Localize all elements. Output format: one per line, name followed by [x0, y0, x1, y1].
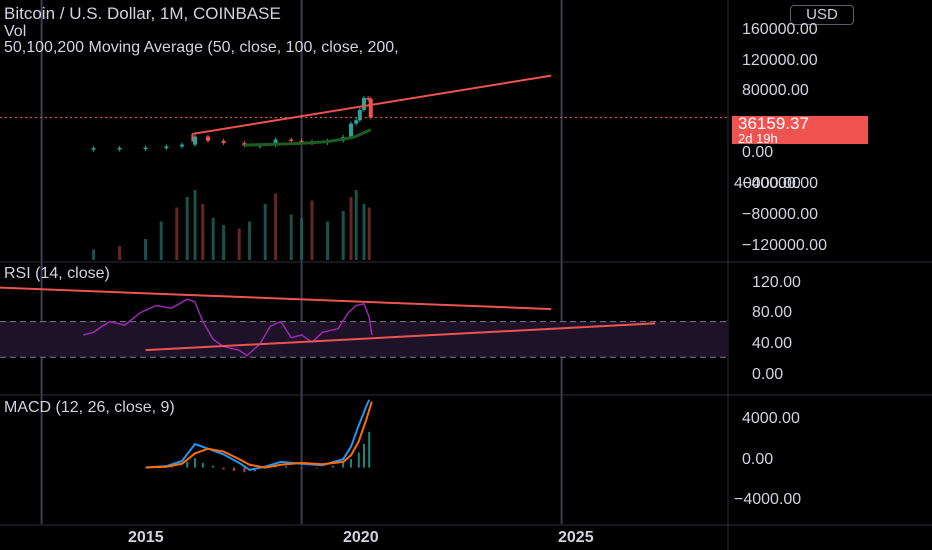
volume-bar — [118, 246, 122, 260]
volume-bar — [341, 211, 345, 260]
macd-line — [145, 399, 371, 471]
macd-histogram-bar — [233, 467, 235, 471]
candle-body — [193, 136, 197, 145]
candle-body — [221, 140, 226, 143]
macd-histogram-bar — [186, 461, 189, 468]
rsi-axis-tick: 120.00 — [752, 274, 801, 291]
price-axis-tick: −120000.00 — [742, 237, 827, 254]
volume-bar — [326, 221, 330, 260]
candle-body — [164, 146, 169, 148]
rsi-axis-tick: 0.00 — [752, 366, 784, 383]
volume-bar — [274, 193, 278, 260]
price-axis-tick: 40000.00 — [734, 175, 801, 192]
volume-bar — [92, 249, 96, 260]
macd-histogram-bar — [368, 431, 371, 468]
candle-body — [91, 148, 96, 150]
volume-bar — [289, 214, 293, 260]
last-price-value: 36159.37 — [738, 114, 809, 133]
time-axis-tick: 2020 — [343, 529, 379, 546]
macd-histogram-bar — [331, 465, 334, 468]
rsi-trendline — [0, 286, 552, 311]
macd-axis-tick: −4000.00 — [734, 491, 802, 508]
ma200-line — [244, 128, 372, 147]
macd-histogram-bar — [316, 467, 319, 469]
volume-bar — [354, 190, 358, 260]
candle-body — [368, 98, 373, 118]
volume-bar — [248, 221, 252, 260]
macd-histogram-bar — [212, 465, 215, 468]
macd-indicator-label[interactable]: MACD (12, 26, close, 9) — [4, 399, 175, 416]
macd-signal-line — [145, 401, 373, 469]
macd-histogram-bar — [342, 462, 345, 468]
rsi-line — [83, 298, 373, 357]
price-axis-tick: −80000.00 — [742, 206, 819, 223]
moving-average-indicator-label[interactable]: 50,100,200 Moving Average (50, close, 10… — [4, 39, 399, 56]
rsi-indicator-label[interactable]: RSI (14, close) — [4, 265, 110, 282]
macd-axis-tick: 4000.00 — [742, 410, 800, 427]
macd-histogram-bar — [363, 444, 365, 468]
candle-body — [143, 147, 148, 150]
volume-bar — [367, 207, 371, 260]
candle-body — [357, 109, 362, 121]
volume-bar — [193, 190, 197, 260]
volume-bar — [175, 207, 179, 260]
volume-bar — [159, 221, 163, 260]
candle-body — [117, 147, 122, 150]
candle-body — [206, 136, 210, 141]
volume-bar — [300, 218, 304, 260]
volume-bar — [362, 204, 366, 260]
volume-bar — [185, 197, 189, 260]
volume-bar — [349, 197, 353, 260]
candle-body — [273, 139, 278, 145]
volume-bar — [310, 200, 314, 260]
macd-histogram-bar — [350, 459, 352, 468]
price-pane[interactable] — [0, 74, 728, 260]
price-axis-tick: −40000.00 — [742, 175, 819, 192]
price-axis-tick: 160000.00 — [742, 21, 818, 38]
macd-histogram-bar — [357, 452, 360, 468]
candle-body — [366, 97, 371, 100]
macd-axis-tick: 0.00 — [742, 451, 774, 468]
rsi-pane[interactable] — [0, 286, 728, 358]
macd-pane[interactable] — [145, 399, 373, 473]
volume-bar — [237, 228, 241, 260]
volume-bar — [263, 204, 267, 260]
price-axis-tick: 120000.00 — [742, 52, 818, 69]
candle-body — [180, 144, 184, 147]
rsi-axis-tick: 80.00 — [752, 304, 793, 321]
time-axis-tick: 2015 — [128, 529, 164, 546]
candle-body — [299, 140, 304, 143]
volume-bar — [222, 225, 226, 260]
macd-histogram-bar — [194, 458, 196, 468]
candle-body — [362, 97, 366, 110]
macd-histogram-bar — [300, 467, 303, 469]
candle-body — [289, 139, 294, 142]
rsi-trendline — [145, 322, 656, 352]
macd-histogram-bar — [243, 467, 246, 473]
candle-body — [349, 123, 353, 137]
candle-body — [354, 120, 359, 124]
macd-histogram-bar — [285, 466, 287, 468]
volume-bar — [211, 218, 215, 260]
last-price-tag: 36159.37 2d 19h — [732, 114, 868, 146]
macd-histogram-bar — [222, 467, 225, 470]
symbol-title: Bitcoin / U.S. Dollar, 1M, COINBASE — [4, 4, 281, 23]
time-axis-tick: 2025 — [558, 529, 594, 546]
currency-button[interactable]: USD — [790, 5, 854, 25]
volume-bar — [144, 239, 148, 260]
price-trendline — [192, 74, 552, 135]
volume-bar — [201, 204, 205, 260]
volume-indicator-label[interactable]: Vol — [4, 23, 27, 40]
bar-countdown: 2d 19h — [738, 131, 778, 146]
price-axis-tick: 80000.00 — [742, 82, 809, 99]
price-axis-tick: 0.00 — [742, 144, 774, 161]
macd-histogram-bar — [201, 462, 204, 468]
rsi-axis-tick: 40.00 — [752, 335, 793, 352]
